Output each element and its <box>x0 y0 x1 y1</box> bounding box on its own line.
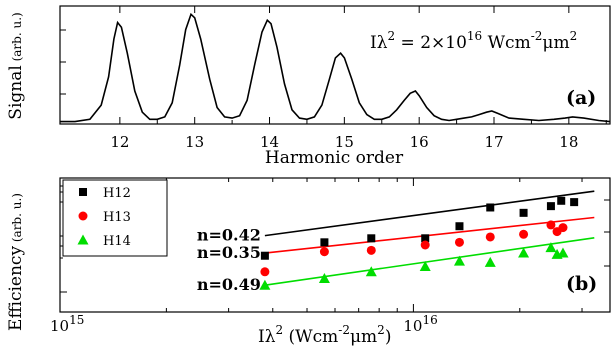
point-h12 <box>421 234 430 243</box>
point-h14 <box>453 255 465 266</box>
panel-b-xlabel: Iλ2 (Wcm-2μm2) <box>258 323 391 347</box>
x-tick-label-1e15: 1015 <box>50 313 84 335</box>
signal-trace <box>60 12 611 123</box>
x-tick-label-14: 14 <box>260 133 279 151</box>
panel-a-ylabel: Signal (arb. u.) <box>6 12 26 119</box>
point-h14 <box>545 242 557 253</box>
point-h13 <box>420 240 430 250</box>
fit-line-h14 <box>264 237 595 286</box>
x-tick-label-12: 12 <box>110 133 129 151</box>
panel-b-x-tick-labels: 1015 1016 <box>50 313 438 335</box>
point-h12 <box>367 234 376 243</box>
panel-a-xlabel: Harmonic order <box>265 148 404 168</box>
point-h12 <box>570 198 579 207</box>
point-h12 <box>260 251 269 260</box>
point-h13 <box>558 223 568 233</box>
legend: H12 H13 H14 <box>62 179 168 257</box>
panel-a-label: (a) <box>566 87 596 109</box>
point-h14 <box>557 247 569 258</box>
point-h12 <box>486 203 495 212</box>
point-h12 <box>546 202 555 211</box>
panel-a-y-minor-ticks <box>60 29 66 95</box>
point-h12 <box>519 208 528 217</box>
fit-label-h14: n=0.49 <box>197 275 261 294</box>
x-tick-label-18: 18 <box>559 133 578 151</box>
fit-label-h13: n=0.35 <box>197 243 261 262</box>
x-tick-label-16: 16 <box>410 133 429 151</box>
fit-label-h12: n=0.42 <box>197 226 261 245</box>
legend-marker-h14 <box>77 234 89 245</box>
x-tick-label-17: 17 <box>484 133 503 151</box>
x-tick-label-1e16: 1016 <box>403 313 437 335</box>
fit-labels: n=0.42n=0.35 n=0.49 <box>197 226 261 295</box>
data-points <box>259 196 579 290</box>
legend-label-h12: H12 <box>103 186 131 201</box>
point-h14 <box>365 266 377 277</box>
point-h13 <box>519 229 529 239</box>
point-h14 <box>518 247 530 258</box>
panel-b-label: (b) <box>566 273 597 295</box>
point-h13 <box>546 220 556 230</box>
fit-line-h13 <box>264 216 595 254</box>
point-h13 <box>454 237 464 247</box>
point-h13 <box>319 247 329 257</box>
fit-line-h12 <box>264 190 595 237</box>
panel-a-x-ticks: 12 13 14 15 16 17 18 <box>110 6 607 151</box>
point-h13 <box>366 245 376 255</box>
point-h14 <box>419 260 431 271</box>
point-h13 <box>260 267 270 277</box>
legend-marker-h12 <box>79 188 87 196</box>
panel-b-ylabel: Efficiency (arb. u.) <box>6 193 26 331</box>
intensity-annotation: Iλ2 = 2×1016 Wcm-2μm2 <box>370 29 577 53</box>
point-h12 <box>557 196 566 205</box>
panel-a-frame <box>59 5 611 125</box>
fit-lines <box>264 190 595 286</box>
x-tick-label-15: 15 <box>335 133 354 151</box>
panel-a: 12 13 14 15 16 17 18 Iλ2 = 2×1016 Wcm-2μm2 (a)… <box>6 5 611 168</box>
point-h14 <box>318 273 330 283</box>
x-tick-label-13: 13 <box>185 133 204 151</box>
panel-b-x-ticks <box>59 178 583 312</box>
point-h14 <box>259 279 271 290</box>
point-h12 <box>320 238 329 247</box>
point-h12 <box>455 222 464 231</box>
point-h13 <box>485 232 495 242</box>
legend-marker-h13 <box>78 211 88 221</box>
legend-label-h13: H13 <box>103 210 131 225</box>
legend-entries: H12 H13 H14 <box>77 186 131 249</box>
point-h14 <box>484 256 496 267</box>
legend-label-h14: H14 <box>103 234 131 249</box>
